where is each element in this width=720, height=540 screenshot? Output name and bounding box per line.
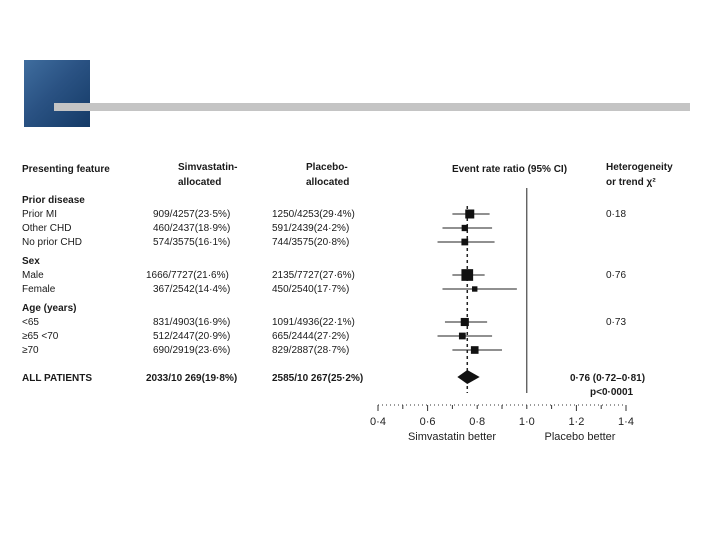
row-heterogeneity: 0·73 (606, 317, 627, 328)
row-label: Female (22, 284, 56, 295)
overall-placebo: 2585/10 267(25·2%) (272, 373, 364, 384)
row-label: ≥70 (22, 345, 39, 356)
overall-diamond (457, 370, 480, 384)
overall-estimate: 0·76 (0·72–0·81) (570, 373, 646, 384)
x-tick-label: 1·0 (519, 416, 535, 428)
simvastatin-better-label: Simvastatin better (408, 431, 496, 443)
row-simvastatin: 460/2437(18·9%) (153, 223, 231, 234)
row-placebo: 1250/4253(29·4%) (272, 209, 355, 220)
row-placebo: 591/2439(24·2%) (272, 223, 350, 234)
title-accent-bar (54, 103, 690, 111)
header-simvastatin-2: allocated (178, 177, 222, 188)
estimate-marker (465, 209, 475, 219)
header-heterogeneity-2: or trend χ² (606, 177, 656, 188)
row-simvastatin: 1666/7727(21·6%) (146, 270, 229, 281)
row-label: Other CHD (22, 223, 72, 234)
row-label: No prior CHD (22, 237, 83, 248)
row-placebo: 450/2540(17·7%) (272, 284, 350, 295)
estimate-marker (461, 269, 474, 281)
title-accent-square (24, 60, 90, 127)
row-placebo: 665/2444(27·2%) (272, 331, 350, 342)
header-feature: Presenting feature (22, 164, 110, 175)
row-heterogeneity: 0·18 (606, 209, 627, 220)
group-prior-disease: Prior disease (22, 195, 85, 206)
placebo-better-label: Placebo better (545, 431, 616, 443)
row-simvastatin: 909/4257(23·5%) (153, 209, 231, 220)
row-label: Male (22, 270, 44, 281)
header-placebo-1: Placebo- (306, 162, 348, 173)
row-simvastatin: 512/2447(20·9%) (153, 331, 231, 342)
estimate-marker (461, 224, 468, 232)
x-tick-label: 1·4 (618, 416, 634, 428)
row-simvastatin: 367/2542(14·4%) (153, 284, 231, 295)
row-label: ≥65 <70 (22, 331, 59, 342)
header-placebo-2: allocated (306, 177, 350, 188)
x-tick-label: 0·4 (370, 416, 386, 428)
row-placebo: 2135/7727(27·6%) (272, 270, 355, 281)
row-simvastatin: 690/2919(23·6%) (153, 345, 231, 356)
row-placebo: 1091/4936(22·1%) (272, 317, 355, 328)
estimate-marker (472, 286, 478, 292)
estimate-marker (458, 332, 466, 340)
row-label: Prior MI (22, 209, 57, 220)
row-simvastatin: 831/4903(16·9%) (153, 317, 231, 328)
x-tick-label: 1·2 (568, 416, 584, 428)
header-simvastatin-1: Simvastatin- (178, 162, 238, 173)
row-label: <65 (22, 317, 39, 328)
row-placebo: 744/3575(20·8%) (272, 237, 350, 248)
x-tick-label: 0·6 (420, 416, 436, 428)
group-age: Age (years) (22, 303, 77, 314)
group-sex: Sex (22, 256, 40, 267)
row-simvastatin: 574/3575(16·1%) (153, 237, 231, 248)
x-tick-label: 0·8 (469, 416, 485, 428)
estimate-marker (460, 317, 469, 327)
estimate-marker (461, 238, 469, 246)
row-heterogeneity: 0·76 (606, 270, 627, 281)
overall-simvastatin: 2033/10 269(19·8%) (146, 373, 238, 384)
header-heterogeneity-1: Heterogeneity (606, 162, 673, 173)
overall-p-value: p<0·0001 (590, 387, 634, 398)
row-placebo: 829/2887(28·7%) (272, 345, 350, 356)
header-event-rate-ratio: Event rate ratio (95% CI) (452, 164, 568, 175)
overall-label: ALL PATIENTS (22, 373, 92, 384)
estimate-marker (470, 346, 479, 354)
